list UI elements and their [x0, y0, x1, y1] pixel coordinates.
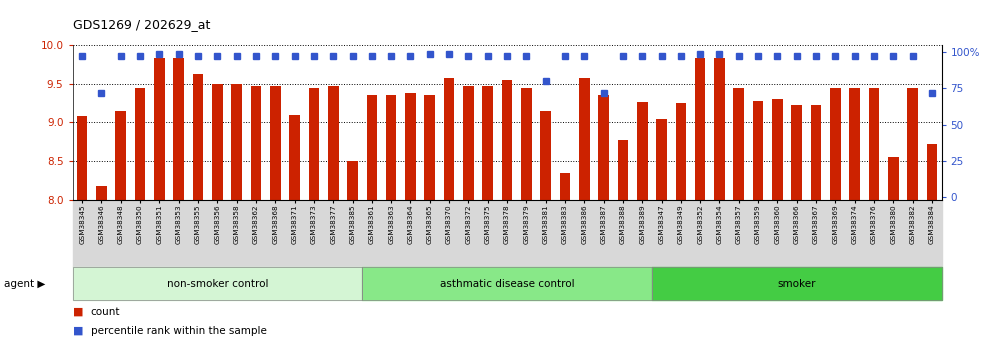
- Bar: [560, 173, 570, 200]
- Bar: [308, 88, 319, 200]
- Bar: [212, 84, 223, 200]
- Bar: [116, 111, 126, 200]
- Bar: [289, 115, 300, 200]
- Bar: [617, 140, 628, 200]
- Bar: [811, 105, 822, 200]
- Bar: [695, 58, 706, 200]
- Bar: [463, 86, 473, 200]
- Text: non-smoker control: non-smoker control: [166, 279, 268, 289]
- Bar: [598, 95, 609, 200]
- Text: asthmatic disease control: asthmatic disease control: [440, 279, 574, 289]
- Bar: [792, 105, 802, 200]
- Bar: [733, 88, 744, 200]
- Bar: [135, 88, 145, 200]
- Bar: [77, 116, 88, 200]
- Bar: [425, 95, 435, 200]
- Bar: [579, 78, 589, 200]
- Bar: [926, 144, 938, 200]
- Bar: [154, 58, 165, 200]
- Bar: [676, 103, 686, 200]
- Bar: [830, 88, 841, 200]
- Bar: [849, 88, 860, 200]
- Bar: [386, 95, 397, 200]
- Bar: [367, 95, 378, 200]
- Bar: [907, 88, 918, 200]
- Bar: [482, 86, 493, 200]
- Bar: [328, 86, 338, 200]
- Text: percentile rank within the sample: percentile rank within the sample: [91, 326, 267, 336]
- Bar: [232, 84, 242, 200]
- Bar: [636, 101, 648, 200]
- Text: GDS1269 / 202629_at: GDS1269 / 202629_at: [73, 18, 209, 31]
- Bar: [173, 58, 184, 200]
- Bar: [714, 58, 725, 200]
- Text: smoker: smoker: [777, 279, 816, 289]
- Bar: [541, 111, 551, 200]
- Bar: [251, 86, 261, 200]
- Bar: [521, 88, 532, 200]
- Bar: [444, 78, 454, 200]
- Bar: [753, 101, 763, 200]
- Text: ■: ■: [73, 307, 83, 317]
- Bar: [869, 88, 879, 200]
- Text: ■: ■: [73, 326, 83, 336]
- Bar: [405, 93, 416, 200]
- Bar: [501, 80, 513, 200]
- Bar: [772, 99, 782, 200]
- Text: count: count: [91, 307, 120, 317]
- Bar: [270, 86, 281, 200]
- Bar: [96, 186, 107, 200]
- Bar: [657, 119, 667, 200]
- Text: agent ▶: agent ▶: [4, 279, 45, 289]
- Bar: [888, 157, 898, 200]
- Bar: [192, 75, 203, 200]
- Bar: [347, 161, 357, 200]
